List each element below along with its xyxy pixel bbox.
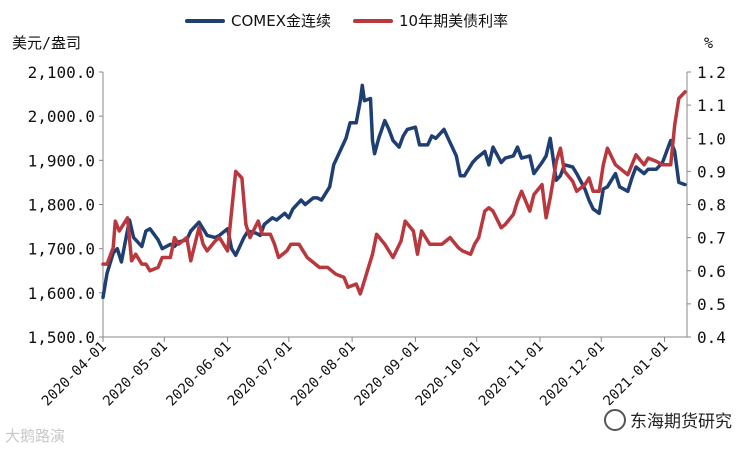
x-tick-label: 2020-04-01 <box>39 339 110 410</box>
series-line-gold <box>101 83 687 300</box>
x-tick-label: 2020-07-01 <box>225 339 296 410</box>
right-tick-label: 0.4 <box>697 328 726 347</box>
series-group <box>101 83 687 300</box>
x-tick-label: 2020-12-01 <box>537 339 608 410</box>
legend-label-yield: 10年期美债利率 <box>398 12 509 30</box>
legend-swatch-gold <box>185 18 225 23</box>
series-line-yield <box>101 90 687 296</box>
left-tick-label: 1,600.0 <box>28 284 95 303</box>
left-tick-label: 1,800.0 <box>28 196 95 215</box>
x-tick-label: 2020-05-01 <box>100 339 171 410</box>
legend-label-gold: COMEX金连续 <box>231 12 331 30</box>
left-tick-label: 1,500.0 <box>28 328 95 347</box>
x-tick-label: 2020-10-01 <box>413 339 484 410</box>
right-tick-label: 0.8 <box>697 196 726 215</box>
legend-item-yield: 10年期美债利率 <box>352 10 509 31</box>
watermark-right: 东海期货研究 <box>600 405 736 434</box>
right-axis-unit: % <box>704 34 714 52</box>
wechat-icon <box>604 408 626 431</box>
legend-swatch-yield <box>352 18 393 23</box>
legend: COMEX金连续 10年期美债利率 <box>185 10 508 31</box>
right-tick-label: 1.0 <box>697 129 726 148</box>
watermark-left: 大鹅路演 <box>5 427 66 445</box>
x-tick-label: 2020-11-01 <box>476 339 547 410</box>
x-tick-label: 2021-01-01 <box>600 339 671 410</box>
right-tick-label: 0.9 <box>697 162 726 181</box>
left-tick-label: 2,000.0 <box>28 107 95 126</box>
left-tick-label: 1,900.0 <box>28 151 95 170</box>
left-axis-unit: 美元/盎司 <box>12 34 82 52</box>
watermark-right-label: 东海期货研究 <box>630 412 732 432</box>
left-tick-label: 2,100.0 <box>28 63 95 82</box>
x-tick-label: 2020-08-01 <box>288 339 359 410</box>
right-tick-label: 0.6 <box>697 262 726 281</box>
right-tick-label: 0.5 <box>697 295 726 314</box>
right-tick-label: 0.7 <box>697 229 726 248</box>
legend-item-gold: COMEX金连续 <box>185 10 331 31</box>
x-tick-label: 2020-09-01 <box>351 339 422 410</box>
left-tick-label: 1,700.0 <box>28 240 95 259</box>
right-tick-label: 1.2 <box>697 63 726 82</box>
right-tick-label: 1.1 <box>697 96 726 115</box>
x-tick-label: 2020-06-01 <box>163 339 234 410</box>
